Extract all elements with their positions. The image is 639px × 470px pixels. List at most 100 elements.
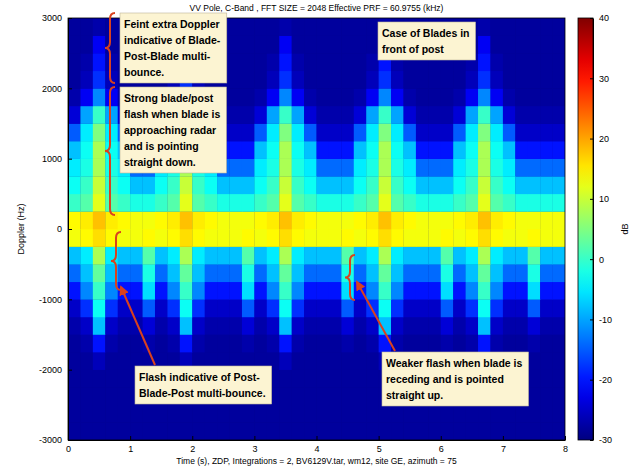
- cell: [267, 422, 280, 440]
- cell: [503, 194, 516, 212]
- cell: [267, 36, 280, 54]
- cell: [503, 36, 516, 54]
- cell: [317, 194, 330, 212]
- cell: [341, 176, 354, 194]
- cell: [317, 247, 330, 265]
- cell: [528, 264, 541, 282]
- cell: [254, 317, 267, 335]
- cell: [254, 159, 267, 177]
- cell: [428, 264, 441, 282]
- cell: [503, 229, 516, 247]
- cell: [503, 71, 516, 89]
- cell: [254, 53, 267, 71]
- cell: [453, 194, 466, 212]
- cell: [242, 247, 255, 265]
- cell: [553, 18, 565, 36]
- cell: [155, 247, 168, 265]
- cell: [105, 194, 118, 212]
- cell: [292, 159, 305, 177]
- cell: [254, 299, 267, 317]
- cell: [490, 264, 503, 282]
- cell: [180, 422, 193, 440]
- cell: [441, 282, 454, 300]
- cell: [93, 124, 106, 142]
- y-tick: 0: [57, 224, 72, 234]
- cell: [453, 405, 466, 423]
- cell: [515, 159, 528, 177]
- cell: [217, 422, 230, 440]
- cell: [391, 405, 404, 423]
- cell: [490, 53, 503, 71]
- cell: [292, 88, 305, 106]
- cell: [528, 124, 541, 142]
- cell: [379, 71, 392, 89]
- cell: [167, 211, 180, 229]
- cell: [254, 88, 267, 106]
- colorbar-tick-label: -10: [599, 315, 612, 325]
- cell: [540, 370, 553, 388]
- cell: [93, 159, 106, 177]
- cell: [118, 317, 131, 335]
- cell: [68, 282, 81, 300]
- cell: [279, 299, 292, 317]
- cell: [441, 422, 454, 440]
- cell: [379, 247, 392, 265]
- cell: [403, 71, 416, 89]
- cell: [441, 194, 454, 212]
- cell: [441, 176, 454, 194]
- cell: [416, 159, 429, 177]
- cell: [167, 247, 180, 265]
- cell: [267, 71, 280, 89]
- cell: [68, 124, 81, 142]
- cell: [105, 352, 118, 370]
- cell: [80, 405, 93, 423]
- x-axis: 012345678: [66, 436, 568, 454]
- cell: [478, 18, 491, 36]
- cell: [403, 247, 416, 265]
- cell: [553, 71, 565, 89]
- cell: [503, 211, 516, 229]
- cell: [267, 88, 280, 106]
- colorbar-tick: -30: [590, 435, 612, 445]
- cell: [540, 88, 553, 106]
- cell: [80, 229, 93, 247]
- cell: [80, 106, 93, 124]
- cell: [155, 422, 168, 440]
- cell: [155, 264, 168, 282]
- cell: [143, 211, 156, 229]
- cell: [68, 317, 81, 335]
- cell: [341, 370, 354, 388]
- colorbar-tick-mark: [590, 139, 593, 140]
- cell: [453, 88, 466, 106]
- x-tick-label: 4: [314, 444, 319, 454]
- cell: [515, 247, 528, 265]
- cell: [354, 53, 367, 71]
- brace: [105, 13, 115, 83]
- annotations: Feint extra Dopplerindicative of Blade-P…: [120, 13, 529, 406]
- cell: [317, 18, 330, 36]
- x-tick-mark: [379, 436, 380, 440]
- cell: [379, 405, 392, 423]
- cell: [416, 124, 429, 142]
- cell: [341, 71, 354, 89]
- cell: [379, 422, 392, 440]
- cell: [304, 88, 317, 106]
- cell: [540, 422, 553, 440]
- cell: [180, 229, 193, 247]
- cell: [292, 106, 305, 124]
- cell: [428, 335, 441, 353]
- cell: [329, 335, 342, 353]
- cell: [341, 141, 354, 159]
- cell: [379, 124, 392, 142]
- cell: [68, 36, 81, 54]
- cell: [466, 229, 479, 247]
- cell: [267, 405, 280, 423]
- cell: [317, 317, 330, 335]
- cell: [254, 422, 267, 440]
- cell: [192, 264, 205, 282]
- cell: [93, 370, 106, 388]
- annotation: Strong blade/postflash when blade isappr…: [120, 87, 226, 173]
- cell: [528, 335, 541, 353]
- annotation-text: Case of Blades infront of post: [382, 27, 470, 55]
- cell: [230, 141, 243, 159]
